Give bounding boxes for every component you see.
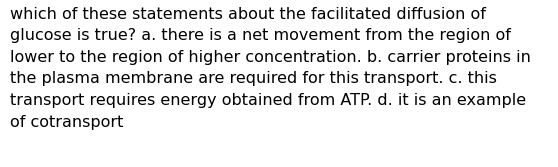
- Text: which of these statements about the facilitated diffusion of
glucose is true? a.: which of these statements about the faci…: [10, 7, 531, 130]
